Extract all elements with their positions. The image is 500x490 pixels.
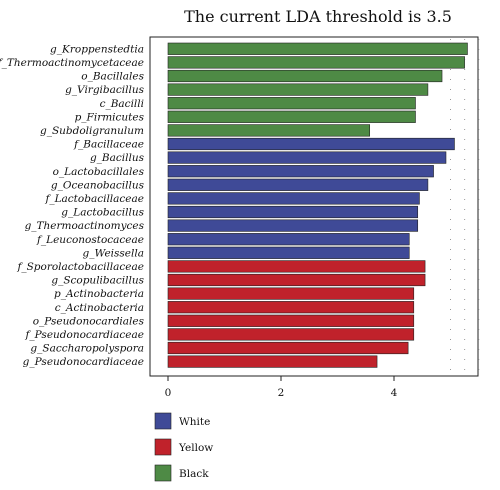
legend-label-yellow: Yellow <box>178 442 213 454</box>
bar-g_Bacillus <box>167 151 447 164</box>
bar-c_Bacilli <box>167 97 416 110</box>
bar-o_Bacillales <box>167 69 443 83</box>
category-label: o_Bacillales <box>81 71 144 83</box>
bar-g_Lactobacillus <box>167 205 419 219</box>
bar-c_Actinobacteria <box>167 301 415 314</box>
bar-p_Actinobacteria <box>167 287 415 300</box>
legend: White Yellow Black <box>154 412 213 482</box>
legend-swatch-black <box>154 464 172 482</box>
bar-g_Kroppenstedtia <box>167 42 468 55</box>
bar-o_Lactobacillales <box>167 165 434 178</box>
bar-p_Firmicutes <box>167 110 416 123</box>
x-tick-label: 2 <box>278 387 285 399</box>
category-label: g_Pseudonocardiaceae <box>23 356 144 368</box>
category-label: f_Sporolactobacillaceae <box>16 261 144 273</box>
bar-f_Sporolactobacillaceae <box>167 260 426 273</box>
bar-g_Scopulibacillus <box>167 273 426 287</box>
category-label: f_Leuconostocaceae <box>36 234 144 246</box>
bar-g_Weissella <box>167 246 410 259</box>
bar-g_Oceanobacillus <box>167 178 429 191</box>
category-label: p_Actinobacteria <box>54 288 144 300</box>
legend-swatch-yellow <box>154 438 172 456</box>
bar-g_Thermoactinomyces <box>167 219 419 232</box>
bar-g_Saccharopolyspora <box>167 341 409 355</box>
category-label: g_Bacillus <box>90 152 145 164</box>
category-label: g_Subdoligranulum <box>40 125 144 137</box>
bar-f_Lactobacillaceae <box>167 192 420 205</box>
bar-o_Pseudonocardiales <box>167 314 415 327</box>
bar-g_Virgibacillus <box>167 83 429 96</box>
plot-frame <box>149 36 479 377</box>
bar-g_Subdoligranulum <box>167 124 371 137</box>
category-label: o_Lactobacillales <box>53 166 145 178</box>
category-label: g_Lactobacillus <box>61 207 144 219</box>
bars-group: g_Kroppenstedtia f_Thermoactinomycetaceae… <box>0 39 480 374</box>
category-label: c_Actinobacteria <box>55 302 144 314</box>
category-label: p_Firmicutes <box>75 111 145 123</box>
bar-f_Thermoactinomycetaceae <box>167 56 465 69</box>
x-axis: 0 2 4 <box>165 376 398 399</box>
category-label: g_Virgibacillus <box>65 84 145 96</box>
bar-f_Leuconostocaceae <box>167 233 410 246</box>
category-label: g_Saccharopolyspora <box>30 343 144 355</box>
category-label: f_Thermoactinomycetaceae <box>0 57 144 69</box>
category-label: f_Pseudonocardiaceae <box>25 329 144 341</box>
bar-g_Pseudonocardiaceae <box>167 355 378 368</box>
legend-swatch-white <box>154 412 172 430</box>
category-label: f_Bacillaceae <box>73 139 144 151</box>
category-label: g_Kroppenstedtia <box>50 43 144 55</box>
category-label: f_Lactobacillaceae <box>44 193 144 205</box>
bar-f_Pseudonocardiaceae <box>167 328 415 341</box>
category-label: c_Bacilli <box>100 98 144 110</box>
category-label: g_Scopulibacillus <box>51 275 144 287</box>
bar-f_Bacillaceae <box>167 137 455 151</box>
category-label: g_Weissella <box>83 247 144 259</box>
x-tick-label: 4 <box>391 387 398 399</box>
legend-label-white: White <box>179 416 210 428</box>
x-tick-label: 0 <box>165 387 172 399</box>
legend-label-black: Black <box>179 468 209 480</box>
category-label: g_Thermoactinomyces <box>25 220 145 232</box>
category-label: o_Pseudonocardiales <box>33 315 145 327</box>
chart-title: The current LDA threshold is 3.5 <box>184 7 452 26</box>
category-label: g_Oceanobacillus <box>51 179 145 191</box>
